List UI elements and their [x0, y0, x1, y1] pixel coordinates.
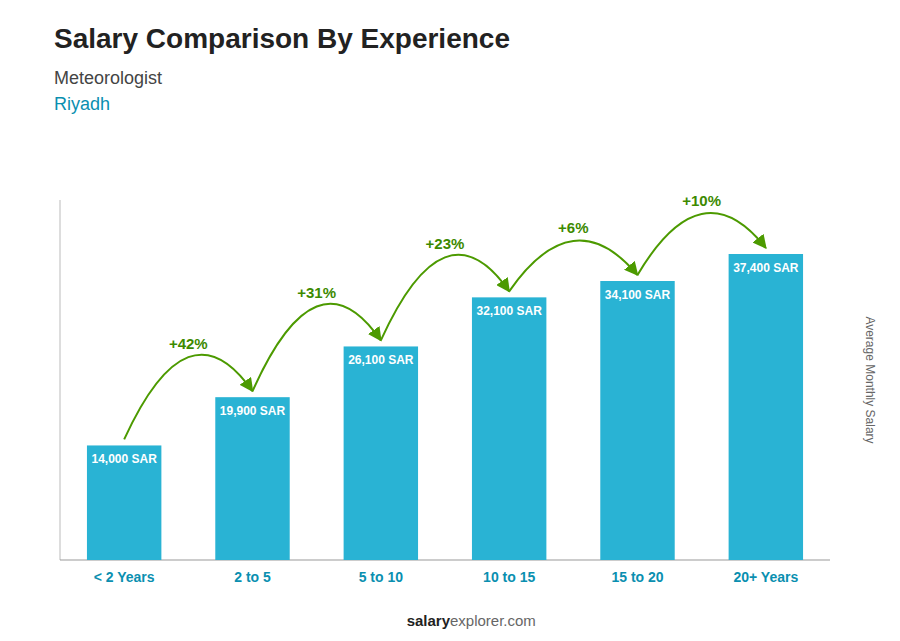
growth-arc: [253, 304, 381, 391]
data-label: 32,100 SAR: [476, 304, 542, 318]
city: Riyadh: [54, 94, 110, 114]
data-label: 37,400 SAR: [733, 261, 799, 275]
growth-arc: [509, 241, 637, 292]
chart-container: Salary Comparison By Experience Meteorolo…: [0, 0, 900, 641]
x-tick-label: 10 to 15: [483, 569, 535, 585]
x-tick-label: 20+ Years: [733, 569, 798, 585]
bar: [215, 397, 289, 560]
data-label: 14,000 SAR: [91, 452, 157, 466]
annotation: +23%: [426, 235, 465, 252]
y-axis-line: [60, 200, 61, 560]
data-label: 26,100 SAR: [348, 353, 414, 367]
title: Salary Comparison By Experience: [54, 23, 510, 54]
bars: [87, 254, 803, 560]
x-tick-label: 5 to 10: [359, 569, 404, 585]
subtitle: Meteorologist: [54, 68, 162, 88]
bar: [472, 297, 546, 560]
growth-arc: [638, 213, 766, 275]
chart-svg: Salary Comparison By Experience Meteorolo…: [0, 0, 900, 641]
x-tick-label: < 2 Years: [94, 569, 155, 585]
y-axis-label: Average Monthly Salary: [863, 316, 877, 443]
bar: [87, 445, 161, 560]
bar: [729, 254, 803, 560]
bar: [344, 346, 418, 560]
footer: explorer.com: [450, 612, 536, 629]
annotation: +42%: [169, 335, 208, 352]
growth-arc: [124, 355, 252, 440]
footer: salary: [407, 612, 451, 629]
annotation: +31%: [297, 284, 336, 301]
x-axis-line: [60, 560, 830, 561]
x-tick-label: 15 to 20: [611, 569, 663, 585]
annotation: +6%: [558, 219, 588, 236]
data-label: 34,100 SAR: [605, 288, 671, 302]
growth-arc: [381, 255, 509, 341]
x-tick-label: 2 to 5: [234, 569, 271, 585]
data-label: 19,900 SAR: [220, 404, 286, 418]
bar: [600, 281, 674, 560]
annotation: +10%: [682, 192, 721, 209]
